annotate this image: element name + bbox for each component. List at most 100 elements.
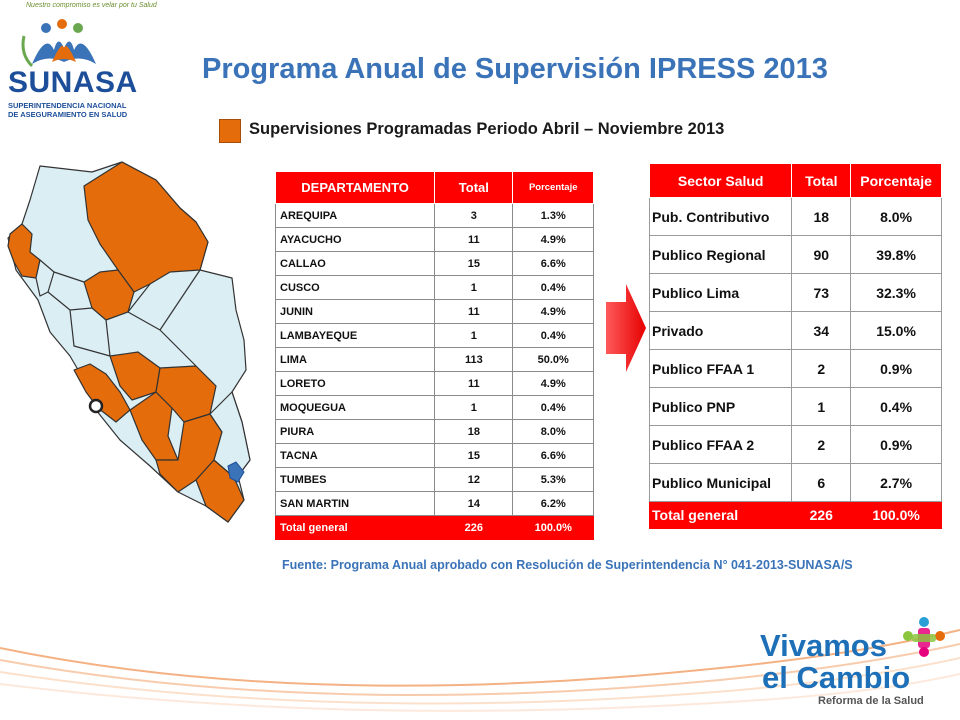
porcentaje-cell: 4.9% bbox=[512, 371, 594, 396]
total-cell: 2 bbox=[791, 349, 852, 388]
total-cell: 1 bbox=[791, 387, 852, 426]
map-region-lambayeque bbox=[35, 259, 55, 297]
total-cell: 15 bbox=[434, 251, 514, 276]
total-cell: 15 bbox=[434, 443, 514, 468]
table-row: Pub. Contributivo 18 8.0% bbox=[648, 197, 942, 236]
table-row: TUMBES 12 5.3% bbox=[274, 467, 594, 492]
source-note: Fuente: Programa Anual aprobado con Reso… bbox=[282, 558, 853, 572]
porcentaje-cell: 50.0% bbox=[512, 347, 594, 372]
department-table: DEPARTAMENTO Total Porcentaje AREQUIPA 3 1… bbox=[274, 171, 594, 540]
total-cell: 1 bbox=[434, 395, 514, 420]
departamento-cell: PIURA bbox=[274, 419, 436, 444]
departamento-cell: LAMBAYEQUE bbox=[274, 323, 436, 348]
porcentaje-cell: 6.6% bbox=[512, 251, 594, 276]
total-row: Total general 226 100.0% bbox=[648, 501, 942, 529]
total-cell: 1 bbox=[434, 323, 514, 348]
porcentaje-cell: 0.9% bbox=[850, 349, 942, 388]
departamento-cell: CUSCO bbox=[274, 275, 436, 300]
porcentaje-cell: 4.9% bbox=[512, 299, 594, 324]
page-title: Programa Anual de Supervisión IPRESS 201… bbox=[202, 53, 828, 85]
porcentaje-cell: 2.7% bbox=[850, 463, 942, 502]
porcentaje-cell: 0.4% bbox=[512, 395, 594, 420]
sector-table-header: Sector Salud Total Porcentaje bbox=[648, 163, 942, 198]
total-cell: 11 bbox=[434, 299, 514, 324]
porcentaje-cell: 8.0% bbox=[512, 419, 594, 444]
departamento-cell: JUNIN bbox=[274, 299, 436, 324]
map-region-sanmartin bbox=[83, 269, 135, 321]
column-header-total: Total bbox=[791, 163, 852, 198]
vivamos-el-cambio-logo: Vivamos el Cambio Reforma de la Salud bbox=[760, 617, 945, 707]
total-cell: 226 bbox=[791, 501, 852, 529]
table-row: AYACUCHO 11 4.9% bbox=[274, 227, 594, 252]
departamento-cell: MOQUEGUA bbox=[274, 395, 436, 420]
logo-tagline: Nuestro compromiso es velar por tu Salud bbox=[26, 2, 157, 9]
departamento-cell: TACNA bbox=[274, 443, 436, 468]
porcentaje-cell: 6.6% bbox=[512, 443, 594, 468]
departamento-cell: LORETO bbox=[274, 371, 436, 396]
total-cell: 11 bbox=[434, 371, 514, 396]
sector-cell: Publico Lima bbox=[648, 273, 793, 312]
total-row: Total general 226 100.0% bbox=[274, 515, 594, 540]
table-row: Publico FFAA 1 2 0.9% bbox=[648, 349, 942, 388]
table-row: TACNA 15 6.6% bbox=[274, 443, 594, 468]
porcentaje-cell: 15.0% bbox=[850, 311, 942, 350]
departamento-cell: SAN MARTIN bbox=[274, 491, 436, 516]
peru-map bbox=[7, 161, 251, 523]
right-arrow-icon bbox=[606, 284, 646, 372]
porcentaje-cell: 0.4% bbox=[512, 323, 594, 348]
logo-subtitle-line-1: SUPERINTENDENCIA NACIONAL bbox=[8, 101, 127, 110]
porcentaje-cell: 6.2% bbox=[512, 491, 594, 516]
total-cell: 1 bbox=[434, 275, 514, 300]
table-row: AREQUIPA 3 1.3% bbox=[274, 203, 594, 228]
total-cell: 3 bbox=[434, 203, 514, 228]
logo-subtitle-line-2: DE ASEGURAMIENTO EN SALUD bbox=[8, 110, 128, 119]
sector-cell: Publico FFAA 2 bbox=[648, 425, 793, 464]
table-row: Publico FFAA 2 2 0.9% bbox=[648, 425, 942, 464]
total-cell: 34 bbox=[791, 311, 852, 350]
decorative-swoosh bbox=[0, 629, 960, 712]
table-row: PIURA 18 8.0% bbox=[274, 419, 594, 444]
total-label-cell: Total general bbox=[274, 515, 436, 540]
total-cell: 18 bbox=[434, 419, 514, 444]
map-lake-titicaca bbox=[227, 461, 245, 483]
sunasa-logo bbox=[21, 19, 96, 68]
porcentaje-cell: 39.8% bbox=[850, 235, 942, 274]
porcentaje-cell: 32.3% bbox=[850, 273, 942, 312]
porcentaje-cell: 8.0% bbox=[850, 197, 942, 236]
table-row: Publico PNP 1 0.4% bbox=[648, 387, 942, 426]
table-row: Publico Lima 73 32.3% bbox=[648, 273, 942, 312]
total-cell: 90 bbox=[791, 235, 852, 274]
table-row: LIMA 113 50.0% bbox=[274, 347, 594, 372]
brand-line-2: el Cambio bbox=[762, 660, 910, 695]
column-header-total: Total bbox=[434, 171, 514, 204]
brand-plus-icon bbox=[903, 617, 945, 657]
sector-cell: Publico Municipal bbox=[648, 463, 793, 502]
total-cell: 11 bbox=[434, 227, 514, 252]
table-row: LORETO 11 4.9% bbox=[274, 371, 594, 396]
sector-cell: Privado bbox=[648, 311, 793, 350]
table-row: CALLAO 15 6.6% bbox=[274, 251, 594, 276]
sector-table: Sector Salud Total Porcentaje Pub. Contr… bbox=[648, 163, 942, 529]
map-region-loreto bbox=[83, 161, 209, 293]
legend-label: Supervisiones Programadas Periodo Abril … bbox=[249, 120, 725, 138]
departamento-cell: TUMBES bbox=[274, 467, 436, 492]
table-row: CUSCO 1 0.4% bbox=[274, 275, 594, 300]
map-marker-lima bbox=[88, 398, 104, 414]
brand-tagline: Reforma de la Salud bbox=[818, 695, 924, 707]
table-row: Publico Municipal 6 2.7% bbox=[648, 463, 942, 502]
sector-cell: Publico PNP bbox=[648, 387, 793, 426]
sector-cell: Pub. Contributivo bbox=[648, 197, 793, 236]
total-cell: 18 bbox=[791, 197, 852, 236]
column-header-porcentaje: Porcentaje bbox=[850, 163, 942, 198]
total-cell: 73 bbox=[791, 273, 852, 312]
departamento-cell: LIMA bbox=[274, 347, 436, 372]
total-label-cell: Total general bbox=[648, 501, 793, 529]
table-row: LAMBAYEQUE 1 0.4% bbox=[274, 323, 594, 348]
total-cell: 6 bbox=[791, 463, 852, 502]
total-cell: 226 bbox=[434, 515, 514, 540]
total-cell: 113 bbox=[434, 347, 514, 372]
brand-line-1: Vivamos bbox=[760, 628, 887, 663]
table-row: Publico Regional 90 39.8% bbox=[648, 235, 942, 274]
porcentaje-cell: 100.0% bbox=[850, 501, 942, 529]
porcentaje-cell: 4.9% bbox=[512, 227, 594, 252]
